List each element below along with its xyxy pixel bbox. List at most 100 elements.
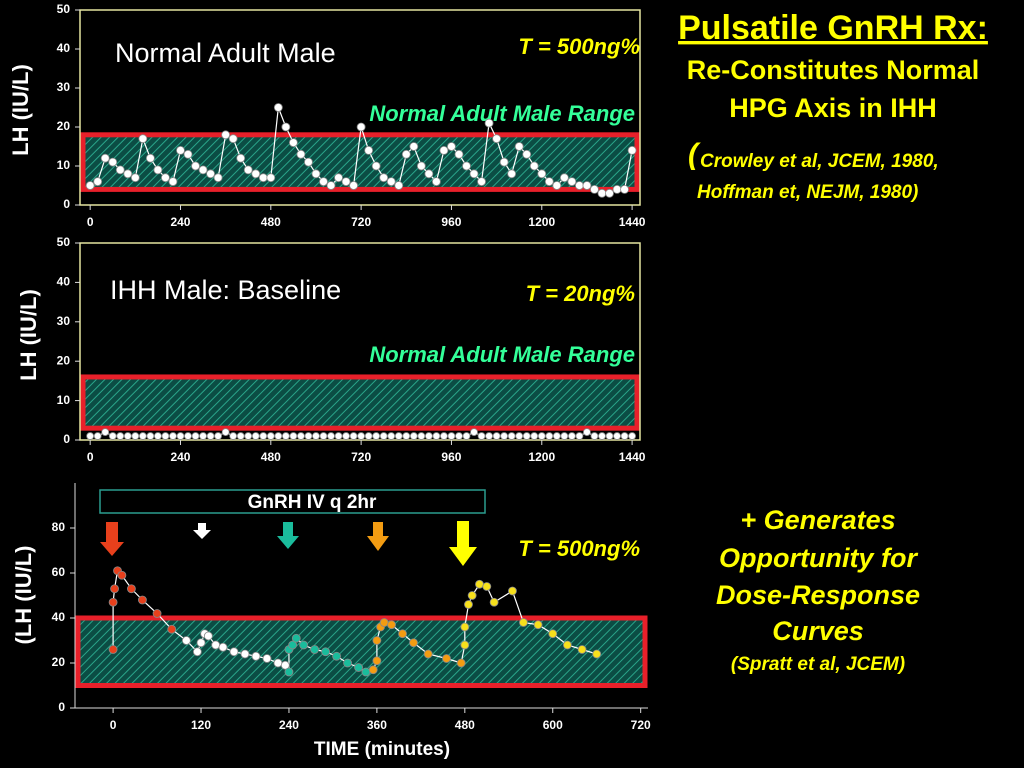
- data-point: [394, 181, 404, 190]
- data-point: [533, 620, 543, 630]
- data-point: [211, 640, 221, 650]
- data-point: [240, 649, 250, 659]
- x-tick-label: 1440: [619, 215, 646, 229]
- data-point: [577, 645, 587, 654]
- data-point: [221, 428, 230, 437]
- data-point: [192, 647, 202, 657]
- data-point: [228, 134, 238, 144]
- data-point: [379, 173, 389, 183]
- data-point: [218, 642, 228, 652]
- data-point: [432, 432, 441, 440]
- data-point: [387, 432, 396, 440]
- normal-range: [80, 374, 640, 431]
- annotation: T = 500ng%: [518, 536, 640, 561]
- range-label: Normal Adult Male Range: [369, 342, 635, 367]
- data-point: [123, 169, 133, 179]
- data-point: [394, 432, 403, 440]
- data-point: [203, 631, 213, 641]
- data-point: [108, 157, 118, 167]
- data-point: [312, 432, 320, 440]
- data-point: [552, 432, 561, 440]
- data-point: [176, 145, 185, 155]
- arrow: [367, 522, 389, 551]
- range-label: Normal Adult Male Range: [369, 101, 635, 126]
- plot-frame: [79, 242, 641, 441]
- data-point: [251, 651, 261, 661]
- data-point: [379, 618, 389, 627]
- data-point: [620, 432, 629, 440]
- x-tick-label: 960: [441, 450, 461, 464]
- data-point: [199, 432, 207, 440]
- data-point: [590, 184, 599, 194]
- data-point: [326, 181, 336, 190]
- data-point: [288, 138, 298, 148]
- data-point: [110, 584, 119, 594]
- data-point: [198, 165, 208, 175]
- y-axis-label: (LH (IU/L): [11, 546, 36, 645]
- data-point: [379, 432, 388, 440]
- x-tick-label: 0: [87, 215, 94, 229]
- data-point: [545, 432, 554, 440]
- data-point: [213, 173, 223, 183]
- x-tick-label: 480: [261, 215, 281, 229]
- data-point: [131, 432, 140, 440]
- data-point: [482, 582, 492, 591]
- data-point: [612, 184, 622, 194]
- data-point: [183, 149, 193, 159]
- data-point: [409, 142, 419, 151]
- data-point: [447, 142, 456, 151]
- data-point: [462, 432, 471, 440]
- data-point: [477, 432, 486, 440]
- data-point: [304, 432, 313, 440]
- y-tick-label: 10: [57, 393, 71, 407]
- data-point: [552, 181, 562, 190]
- x-tick-label: 240: [170, 450, 190, 464]
- data-point: [130, 173, 140, 183]
- x-axis-label: TIME (minutes): [314, 739, 450, 760]
- data-point: [152, 609, 162, 618]
- x-tick-label: 1200: [528, 215, 555, 229]
- data-point: [484, 118, 494, 128]
- data-point: [613, 432, 621, 440]
- arrow: [449, 521, 477, 566]
- data-point: [401, 149, 411, 159]
- data-point: [274, 432, 283, 440]
- data-point: [583, 428, 591, 437]
- data-point: [176, 432, 185, 440]
- data-point: [575, 432, 584, 440]
- data-point: [196, 638, 206, 648]
- chart-title: Normal Adult Male: [115, 38, 336, 68]
- data-point: [529, 161, 539, 171]
- x-tick-label: 0: [110, 718, 117, 732]
- data-point: [364, 432, 373, 440]
- arrow: [277, 522, 299, 549]
- data-line: [112, 569, 597, 673]
- data-point: [515, 432, 524, 440]
- data-point: [455, 432, 463, 440]
- data-point: [221, 130, 231, 140]
- data-point: [598, 432, 606, 440]
- data-point: [567, 432, 576, 440]
- data-point: [628, 432, 636, 440]
- data-point: [409, 638, 418, 648]
- data-point: [262, 654, 272, 663]
- data-point: [519, 618, 528, 627]
- data-point: [319, 432, 328, 440]
- data-point: [251, 169, 261, 179]
- infusion-box: [99, 489, 486, 514]
- data-point: [417, 432, 426, 440]
- data-point: [108, 432, 117, 440]
- data-point: [321, 647, 330, 657]
- data-point: [319, 177, 328, 187]
- data-point: [284, 667, 294, 677]
- data-point: [475, 579, 484, 589]
- note: Curves: [772, 616, 864, 646]
- data-point: [101, 428, 110, 437]
- data-point: [116, 432, 125, 440]
- data-point: [341, 177, 351, 187]
- citation: Hoffman et, NEJM, 1980): [697, 182, 918, 203]
- data-point: [154, 432, 162, 440]
- x-tick-label: 480: [261, 450, 281, 464]
- data-point: [522, 149, 532, 159]
- y-tick-label: 20: [57, 353, 71, 367]
